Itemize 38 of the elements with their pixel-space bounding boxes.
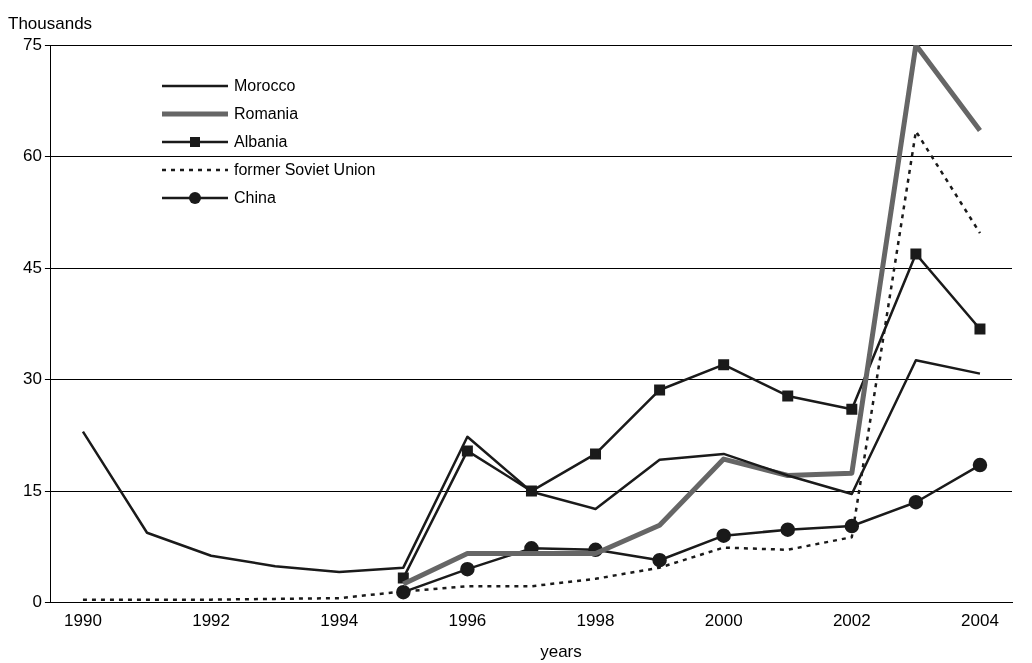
y-tick-label: 45 bbox=[22, 257, 42, 277]
legend-label: Morocco bbox=[234, 77, 296, 95]
point bbox=[654, 384, 666, 396]
point bbox=[846, 403, 858, 415]
point bbox=[782, 390, 794, 402]
point bbox=[908, 494, 924, 510]
x-tick-label: 1996 bbox=[448, 611, 487, 631]
legend-label: Romania bbox=[234, 105, 299, 123]
point bbox=[716, 528, 731, 543]
x-tick-label: 1990 bbox=[64, 611, 102, 631]
x-tick-label: 1992 bbox=[192, 611, 231, 631]
point bbox=[460, 561, 475, 577]
y-tick-label: 15 bbox=[22, 480, 42, 500]
point bbox=[718, 359, 730, 371]
point bbox=[590, 448, 602, 460]
x-tick-label: 1998 bbox=[576, 611, 615, 631]
legend-label: Albania bbox=[234, 133, 288, 151]
point bbox=[844, 518, 860, 534]
x-tick-label: 2004 bbox=[961, 611, 999, 631]
point bbox=[974, 323, 986, 335]
y-tick-label: 60 bbox=[22, 146, 42, 166]
x-axis-title: years bbox=[539, 642, 583, 662]
point bbox=[461, 445, 473, 457]
y-tick-label: 0 bbox=[32, 592, 42, 612]
point bbox=[910, 248, 922, 260]
point bbox=[652, 552, 667, 568]
x-tick-label: 2000 bbox=[704, 611, 743, 631]
y-axis-title: Thousands bbox=[8, 14, 93, 34]
point bbox=[396, 584, 411, 600]
x-tick-label: 2002 bbox=[832, 611, 871, 631]
y-tick-label: 75 bbox=[22, 34, 42, 54]
legend-label: former Soviet Union bbox=[234, 161, 376, 179]
point bbox=[972, 457, 988, 473]
y-tick-label: 30 bbox=[22, 369, 42, 389]
x-tick-label: 1994 bbox=[320, 611, 359, 631]
line-series bbox=[81, 129, 982, 601]
legend-label: China bbox=[234, 189, 276, 207]
point bbox=[780, 522, 795, 537]
